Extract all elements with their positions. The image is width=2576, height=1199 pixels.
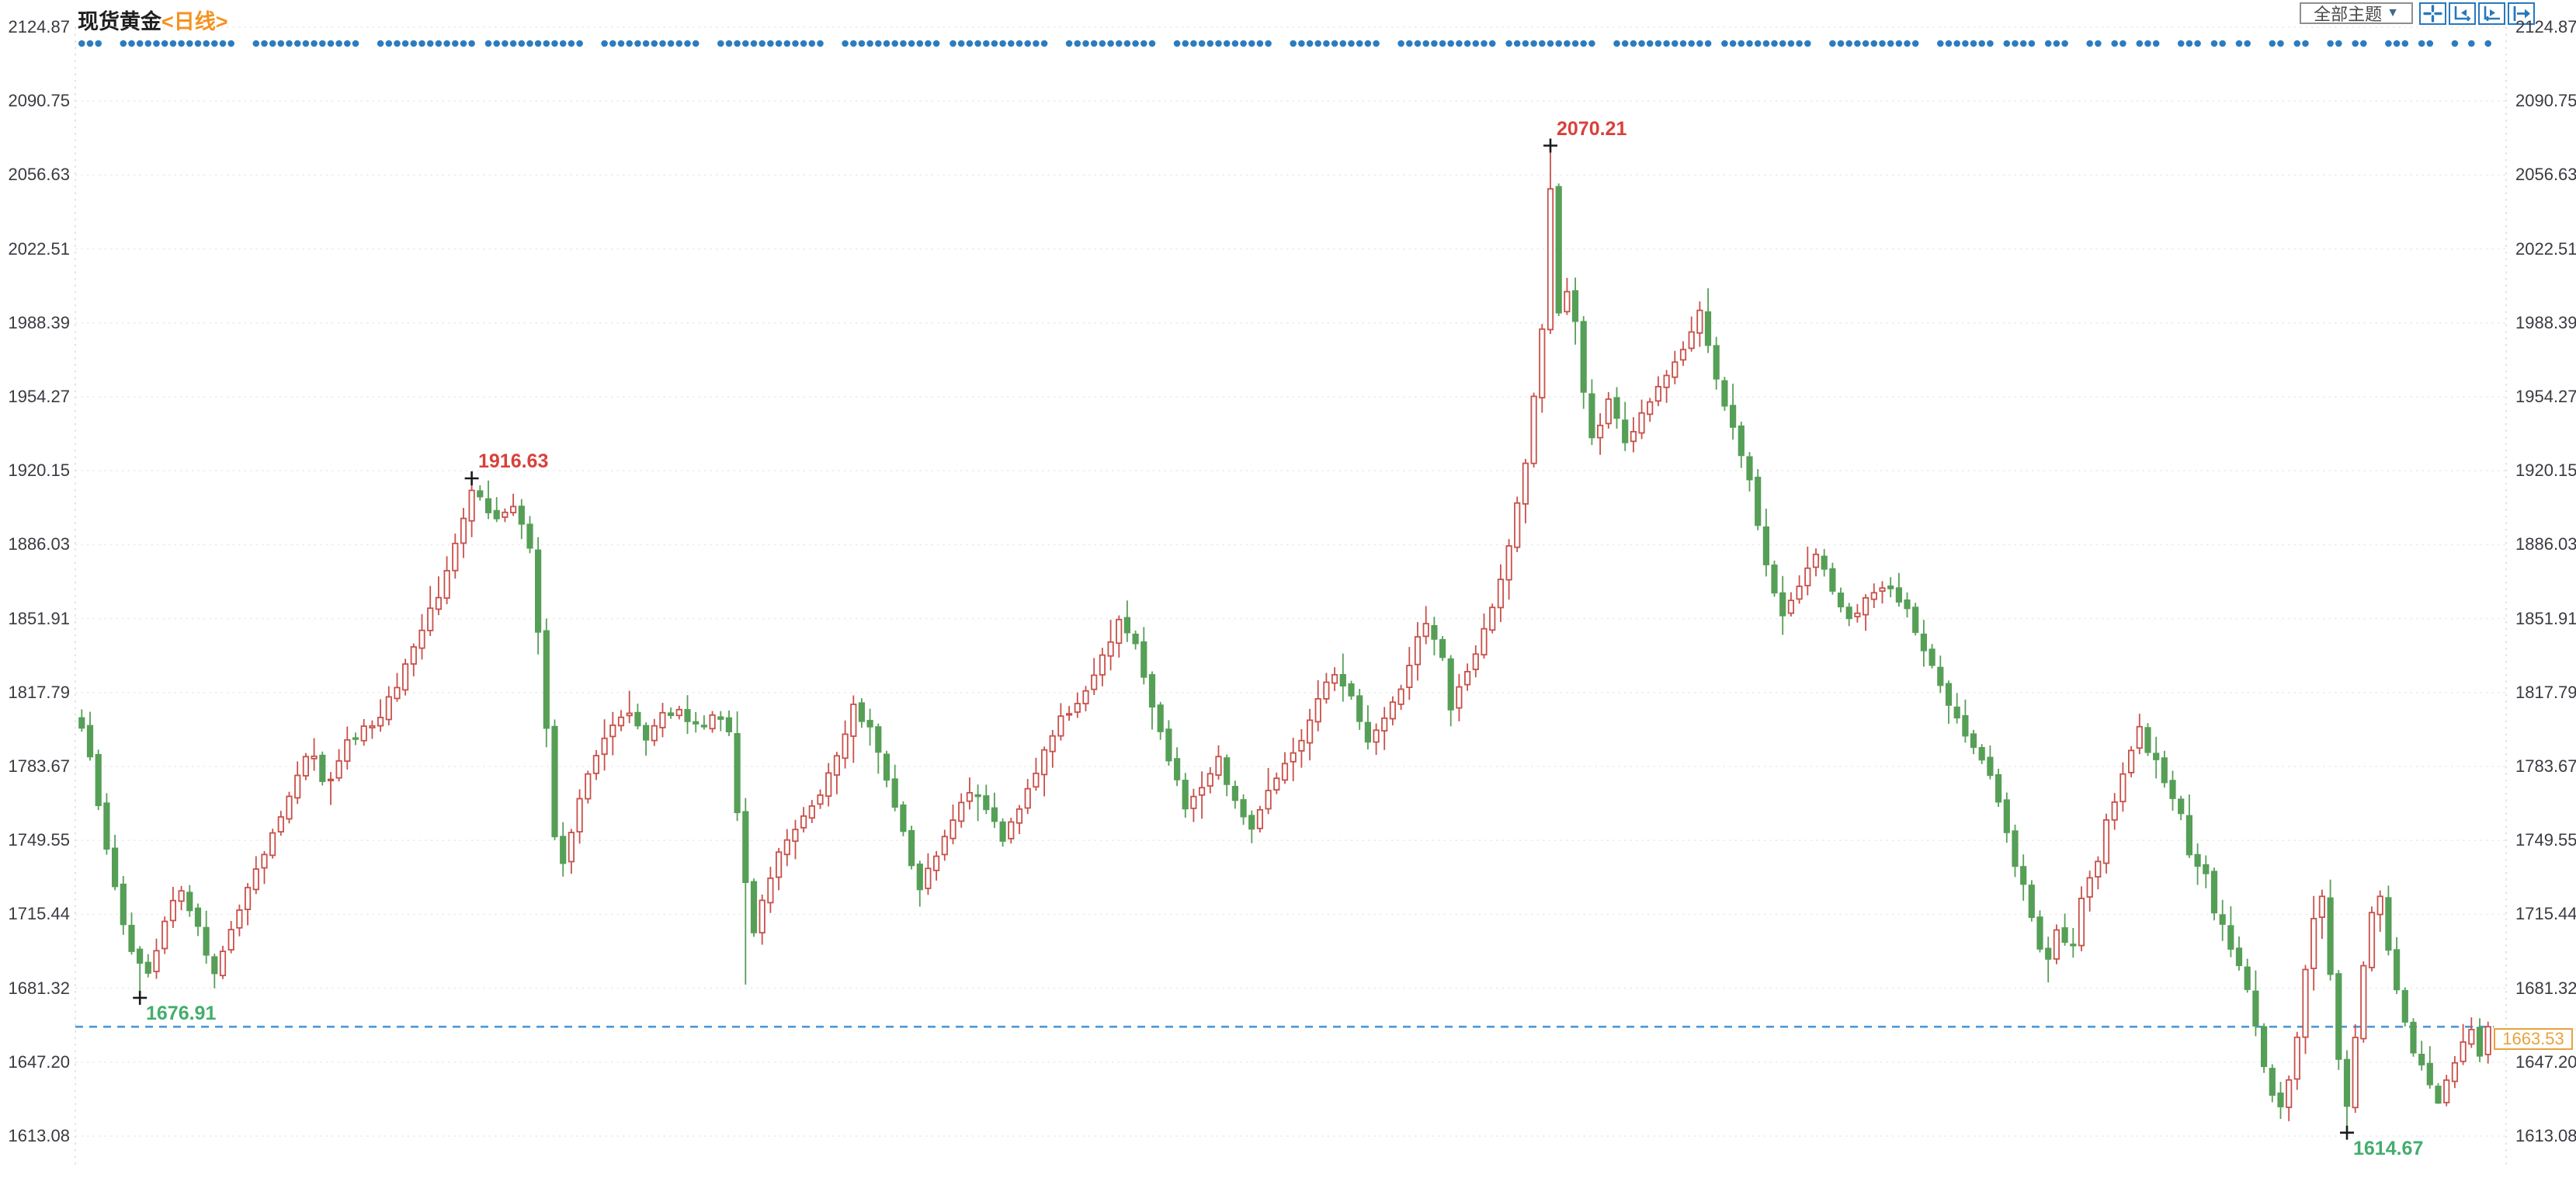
jump-to-latest-icon xyxy=(2513,6,2530,21)
y-axis-tick-label-left: 1749.55 xyxy=(8,830,70,850)
x-axis-zoom-icon xyxy=(2454,6,2470,21)
y-axis-tick-label-left: 1681.32 xyxy=(8,978,70,998)
y-axis-tick-label-right: 1613.08 xyxy=(2515,1126,2576,1145)
y-axis-tick-label-left: 1817.79 xyxy=(8,683,70,702)
last-price-tag: 1663.53 xyxy=(2494,1028,2573,1050)
y-axis-tick-label-right: 1920.15 xyxy=(2515,460,2576,480)
x-axis-zoom-button[interactable] xyxy=(2449,2,2476,25)
y-axis-tick-label-left: 1613.08 xyxy=(8,1126,70,1145)
y-axis-tick-label-right: 2124.87 xyxy=(2515,17,2576,36)
period-tag: <日线> xyxy=(161,10,228,33)
y-axis-tick-label-right: 1886.03 xyxy=(2515,534,2576,554)
high-extreme-label: 2070.21 xyxy=(1557,118,1627,140)
y-axis-tick-label-left: 1647.20 xyxy=(8,1052,70,1072)
y-axis-tick-label-left: 2090.75 xyxy=(8,91,70,110)
y-axis-tick-label-right: 1954.27 xyxy=(2515,387,2576,406)
chart-toolbar xyxy=(2419,2,2535,25)
last-price-value: 1663.53 xyxy=(2502,1029,2564,1048)
high-extreme-label: 1916.63 xyxy=(478,450,549,472)
y-axis-tick-label-right: 1817.79 xyxy=(2515,683,2576,702)
event-marker-dots xyxy=(78,40,2491,47)
y-axis-tick-label-left: 1715.44 xyxy=(8,904,70,923)
low-extreme-label: 1676.91 xyxy=(146,1003,217,1024)
jump-to-latest-button[interactable] xyxy=(2508,2,2535,25)
y-axis-tick-label-right: 1749.55 xyxy=(2515,830,2576,850)
y-axis-tick-label-right: 1851.91 xyxy=(2515,609,2576,628)
y-axis-tick-label-left: 2124.87 xyxy=(8,17,70,36)
y-axis-tick-label-right: 1681.32 xyxy=(2515,978,2576,998)
chart-title: 现货黄金<日线> xyxy=(78,5,228,35)
y-axis-tick-label-left: 2022.51 xyxy=(8,239,70,259)
chevron-down-icon: ▼ xyxy=(2387,6,2399,19)
candles-layer xyxy=(78,145,2491,1133)
y-axis-tick-label-left: 1783.67 xyxy=(8,756,70,776)
y-axis-tick-label-left: 1920.15 xyxy=(8,460,70,480)
y-axis-tick-label-right: 2056.63 xyxy=(2515,165,2576,184)
instrument-name: 现货黄金 xyxy=(78,10,161,33)
y-axis-tick-label-left: 1851.91 xyxy=(8,609,70,628)
x-axis-pan-button[interactable] xyxy=(2478,2,2505,25)
y-axis-tick-label-right: 2090.75 xyxy=(2515,91,2576,110)
y-axis-tick-label-right: 1783.67 xyxy=(2515,756,2576,776)
y-axis-tick-label-left: 2056.63 xyxy=(8,165,70,184)
y-axis-tick-label-right: 1715.44 xyxy=(2515,904,2576,923)
y-axis-tick-label-right: 2022.51 xyxy=(2515,239,2576,259)
y-axis-tick-label-left: 1886.03 xyxy=(8,534,70,554)
theme-selector-label: 全部主题 xyxy=(2314,5,2383,24)
theme-selector-dropdown[interactable]: 全部主题 ▼ xyxy=(2300,2,2413,24)
y-axis-tick-label-left: 1954.27 xyxy=(8,387,70,406)
x-axis-pan-icon xyxy=(2484,6,2500,21)
crosshair-move-button[interactable] xyxy=(2419,2,2446,25)
y-axis-tick-label-right: 1988.39 xyxy=(2515,313,2576,332)
extreme-cross-markers xyxy=(133,138,2354,1140)
y-axis-tick-label-right: 1647.20 xyxy=(2515,1052,2576,1072)
crosshair-move-icon xyxy=(2423,5,2442,23)
low-extreme-label: 1614.67 xyxy=(2353,1138,2424,1159)
y-axis-tick-label-left: 1988.39 xyxy=(8,313,70,332)
